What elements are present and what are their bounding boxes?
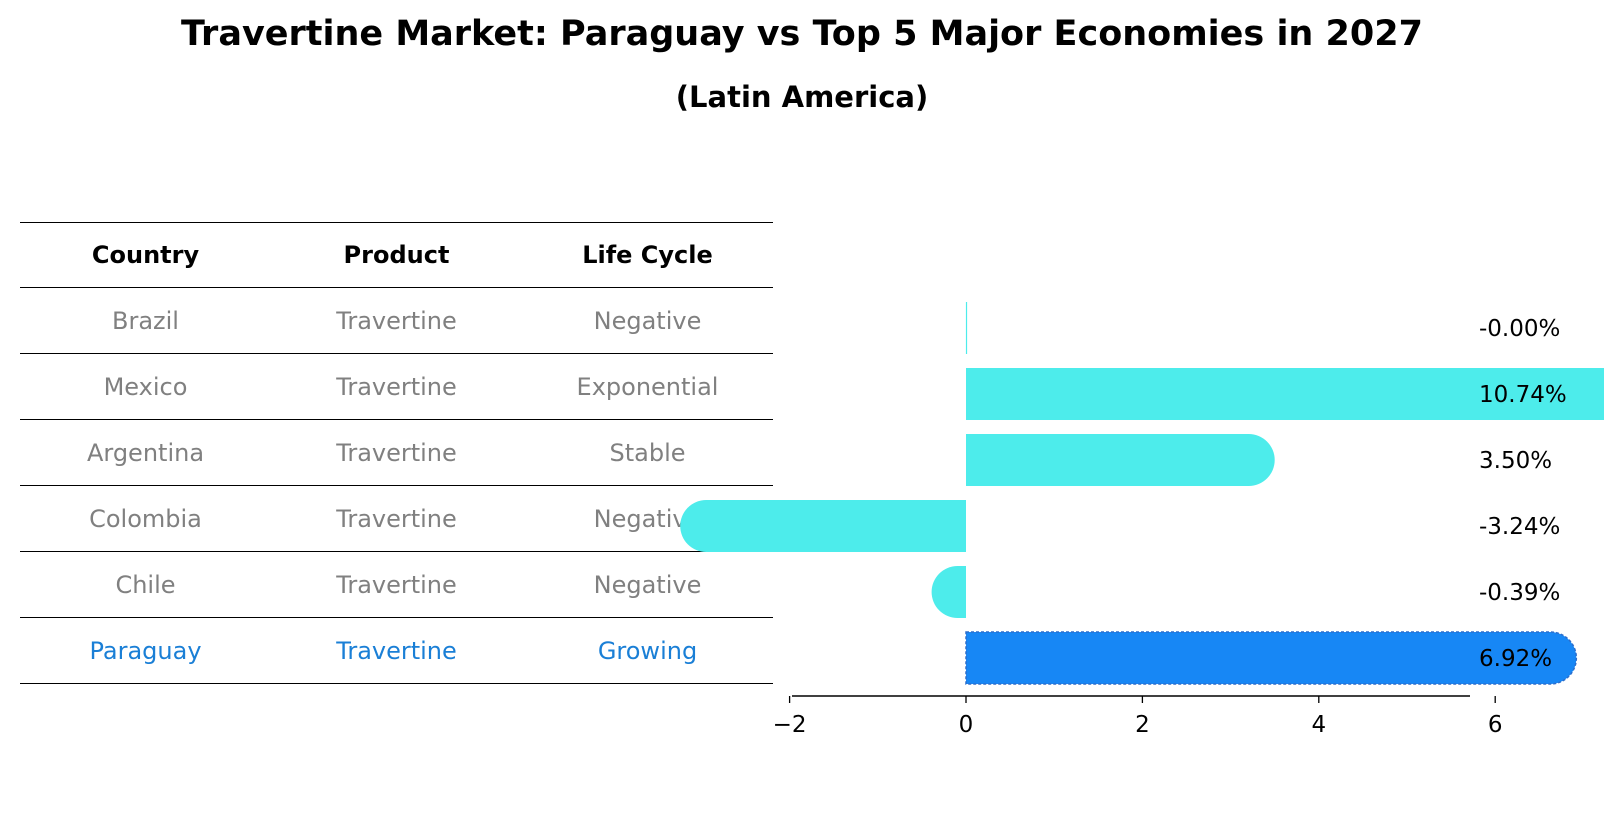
value-label-colombia: -3.24% <box>1479 514 1560 540</box>
cell-country: Colombia <box>89 504 202 533</box>
cell-product: Travertine <box>336 438 457 467</box>
chart-subtitle: (Latin America) <box>675 80 929 114</box>
cell-life-cycle: Exponential <box>576 372 719 401</box>
cell-life-cycle: Growing <box>597 636 698 665</box>
table-row-highlight: Paraguay Travertine Growing <box>20 618 773 684</box>
data-table: Country Product Life Cycle Brazil Traver… <box>20 222 773 684</box>
bar-paraguay <box>965 631 1578 685</box>
cell-life-cycle: Stable <box>609 438 686 467</box>
bar-colombia <box>680 500 966 552</box>
cell-product: Travertine <box>336 570 457 599</box>
value-label-paraguay: 6.92% <box>1479 646 1552 672</box>
cell-product: Travertine <box>336 372 457 401</box>
cell-country: Paraguay <box>89 636 202 665</box>
bar-brazil <box>965 302 968 354</box>
x-tick-label: −2 <box>773 712 807 738</box>
value-label-chile: -0.39% <box>1479 580 1560 606</box>
table-header-row: Country Product Life Cycle <box>20 222 773 288</box>
header-country: Country <box>91 241 200 269</box>
cell-country: Brazil <box>112 306 179 335</box>
x-tick-label: 2 <box>1135 712 1150 738</box>
cell-product: Travertine <box>336 306 457 335</box>
header-life-cycle: Life Cycle <box>582 241 713 269</box>
bar-chile <box>931 566 966 618</box>
cell-life-cycle: Negative <box>593 570 702 599</box>
cell-life-cycle: Negative <box>593 306 702 335</box>
value-label-mexico: 10.74% <box>1479 382 1567 408</box>
cell-country: Mexico <box>103 372 188 401</box>
chart-title: Travertine Market: Paraguay vs Top 5 Maj… <box>181 14 1423 54</box>
x-tick-label: 6 <box>1488 712 1503 738</box>
table-row: Brazil Travertine Negative <box>20 288 773 354</box>
table-row: Argentina Travertine Stable <box>20 420 773 486</box>
table-row: Mexico Travertine Exponential <box>20 354 773 420</box>
header-product: Product <box>343 241 450 269</box>
x-tick-label: 4 <box>1311 712 1326 738</box>
cell-product: Travertine <box>336 636 457 665</box>
cell-country: Chile <box>115 570 176 599</box>
cell-product: Travertine <box>336 504 457 533</box>
cell-country: Argentina <box>86 438 205 467</box>
bar-argentina <box>966 434 1275 486</box>
table-row: Colombia Travertine Negative <box>20 486 773 552</box>
table-row: Chile Travertine Negative <box>20 552 773 618</box>
bar-mexico <box>966 368 1604 420</box>
value-label-brazil: -0.00% <box>1479 316 1560 342</box>
x-tick-label: 0 <box>959 712 974 738</box>
value-label-argentina: 3.50% <box>1479 448 1552 474</box>
